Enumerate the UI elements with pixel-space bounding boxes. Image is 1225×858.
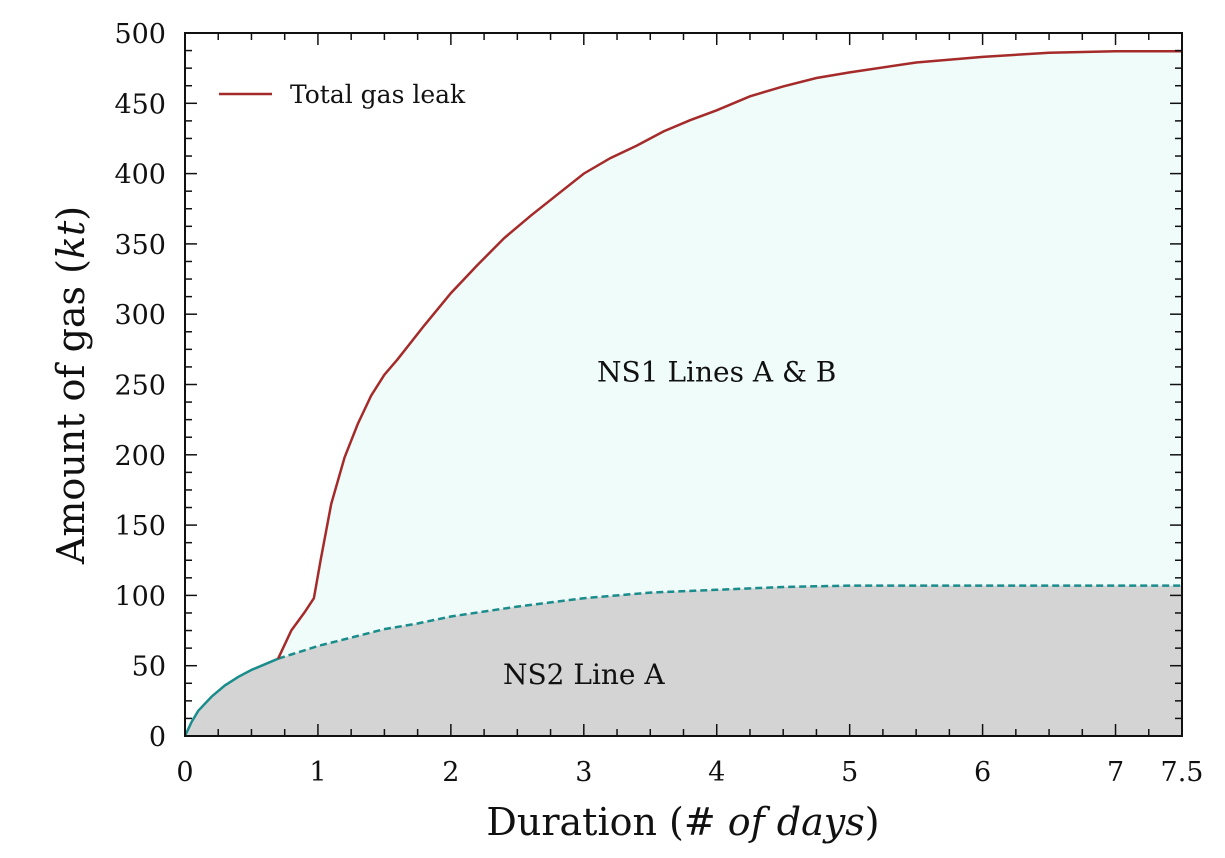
x-tick-label: 1 [309, 757, 326, 788]
x-tick-label: 7.5 [1161, 757, 1204, 788]
x-tick-label: 6 [974, 757, 991, 788]
x-tick-label: 4 [708, 757, 725, 788]
x-tick-label: 2 [442, 757, 459, 788]
y-axis-title-main: Amount of gas ( [49, 259, 93, 565]
y-tick-label: 450 [114, 89, 166, 120]
y-tick-label: 0 [149, 722, 166, 753]
x-tick-label: 5 [841, 757, 858, 788]
y-axis-title-italic: kt [49, 220, 93, 259]
line-total-gas-leak [276, 50, 1182, 660]
x-axis-title-end: ) [865, 800, 880, 844]
y-tick-label: 100 [114, 581, 166, 612]
y-tick-labels: 0 50 100 150 200 250 300 350 400 450 500 [114, 19, 166, 753]
x-axis-title-italic: # of days [684, 800, 865, 844]
y-axis-title: Amount of gas (kt) [49, 206, 93, 565]
fill-areas [185, 51, 1182, 737]
region-label-ns2: NS2 Line A [503, 658, 665, 691]
area-ns2-line-a [185, 585, 1182, 736]
x-axis-title-main: Duration ( [486, 800, 683, 844]
y-tick-label: 500 [114, 19, 166, 50]
y-tick-label: 300 [114, 300, 166, 331]
x-axis-title: Duration (# of days) [486, 800, 879, 844]
y-tick-label: 150 [114, 511, 166, 542]
y-tick-label: 350 [114, 230, 166, 261]
y-axis-title-end: ) [49, 206, 93, 221]
line-ns2-dashed [277, 584, 1182, 660]
x-tick-label: 0 [176, 757, 193, 788]
y-tick-label: 400 [114, 160, 166, 191]
y-tick-label: 200 [114, 441, 166, 472]
x-tick-labels: 0 1 2 3 4 5 6 7 7.5 [176, 757, 1203, 788]
region-label-ns1: NS1 Lines A & B [597, 356, 836, 389]
legend: Total gas leak [219, 80, 466, 109]
x-tick-label: 7 [1107, 757, 1124, 788]
x-tick-label: 3 [575, 757, 592, 788]
line-ns2-solid [183, 657, 279, 737]
y-tick-label: 50 [132, 652, 166, 683]
y-tick-label: 250 [114, 371, 166, 402]
area-ns1-lines-a-b [185, 51, 1182, 737]
legend-label-total: Total gas leak [290, 80, 466, 109]
plot-frame [184, 32, 1183, 737]
series-lines [183, 50, 1182, 737]
